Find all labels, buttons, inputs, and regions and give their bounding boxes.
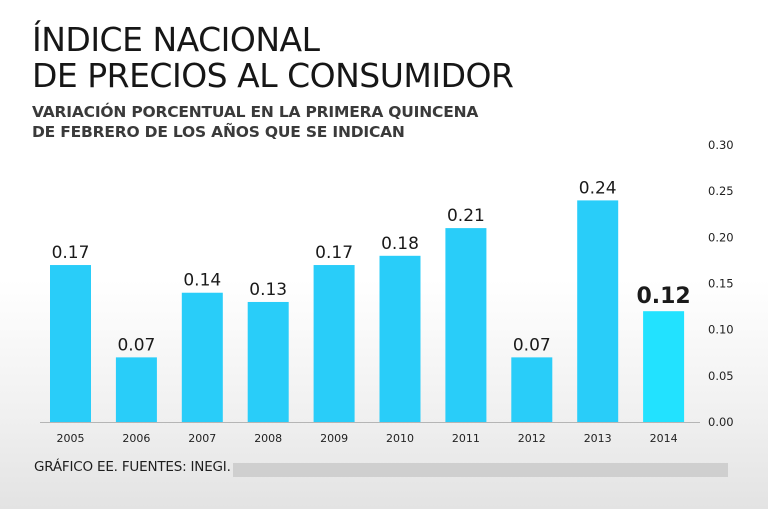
bar-value-label: 0.14 [183, 271, 221, 291]
x-tick-label: 2011 [452, 432, 480, 445]
bar-2005 [50, 265, 91, 422]
bar-value-label: 0.17 [52, 243, 90, 263]
y-tick-label: 0.25 [708, 184, 734, 198]
bar-2012 [511, 357, 553, 422]
bar-2007 [181, 292, 223, 422]
x-tick-label: 2013 [584, 432, 612, 445]
chart-title: ÍNDICE NACIONAL DE PRECIOS AL CONSUMIDOR [32, 20, 514, 95]
x-tick-label: 2010 [386, 432, 414, 445]
x-tick-label: 2009 [320, 432, 348, 445]
y-tick-label: 0.00 [708, 415, 734, 429]
bar-value-label: 0.18 [381, 234, 419, 254]
bar-2014 [643, 311, 685, 422]
x-tick-label: 2006 [122, 432, 150, 445]
source-bar [233, 463, 728, 477]
x-tick-label: 2012 [518, 432, 546, 445]
bar-value-label: 0.13 [249, 280, 287, 300]
source-note: GRÁFICO EE. FUENTES: INEGI. [34, 459, 231, 475]
bar-2010 [379, 255, 421, 422]
title-line-2: DE PRECIOS AL CONSUMIDOR [32, 56, 514, 95]
bar-value-label: 0.12 [636, 284, 690, 309]
bar-value-label: 0.07 [513, 335, 551, 355]
bar-2011 [445, 228, 487, 422]
bar-2008 [247, 301, 289, 422]
x-tick-label: 2008 [254, 432, 282, 445]
x-tick-label: 2005 [57, 432, 85, 445]
bar-value-label: 0.24 [579, 178, 617, 198]
bar-value-label: 0.21 [447, 206, 485, 226]
y-tick-label: 0.15 [708, 277, 734, 291]
x-tick-label: 2014 [650, 432, 678, 445]
x-tick-label: 2007 [188, 432, 216, 445]
bar-value-label: 0.07 [117, 335, 155, 355]
bar-2006 [115, 357, 157, 422]
bar-2009 [313, 265, 355, 422]
subtitle-line-2: DE FEBRERO DE LOS AÑOS QUE SE INDICAN [32, 123, 405, 141]
y-tick-label: 0.20 [708, 230, 734, 244]
chart-subtitle: VARIACIÓN PORCENTUAL EN LA PRIMERA QUINC… [32, 102, 478, 142]
y-tick-label: 0.10 [708, 323, 734, 337]
y-tick-label: 0.05 [708, 369, 734, 383]
subtitle-line-1: VARIACIÓN PORCENTUAL EN LA PRIMERA QUINC… [32, 103, 479, 121]
bar-2013 [577, 200, 619, 422]
bar-value-label: 0.17 [315, 243, 353, 263]
title-line-1: ÍNDICE NACIONAL [32, 20, 320, 59]
y-tick-label: 0.30 [708, 138, 734, 152]
